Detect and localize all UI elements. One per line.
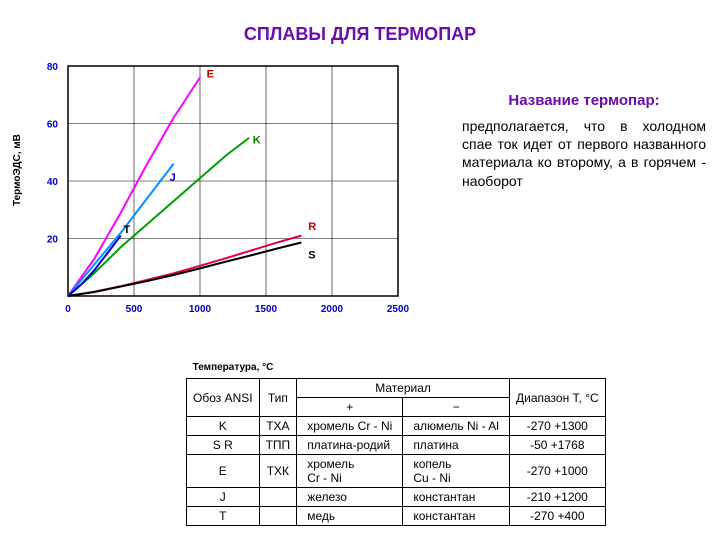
th-range: Диапазон Т, °С <box>509 379 605 417</box>
naming-heading: Название термопар: <box>462 92 706 109</box>
series-label-T: T <box>123 224 130 236</box>
series-K <box>68 138 249 296</box>
th-minus: − <box>403 398 510 417</box>
chart-x-label: Температура, °С <box>18 362 448 373</box>
th-plus: + <box>297 398 403 417</box>
chart-svg: 0 500 1000 1500 2000 2500 20 40 60 80 E K J T R S <box>18 56 448 346</box>
thermo-chart: 0500100015002000250020406080EKJTRS Термо… <box>18 56 448 346</box>
chart-y-label: ТермоЭДС, мВ <box>12 134 23 206</box>
svg-text:1000: 1000 <box>189 304 212 315</box>
page-title: СПЛАВЫ ДЛЯ ТЕРМОПАР <box>0 24 720 45</box>
svg-text:0: 0 <box>65 304 71 315</box>
naming-text: предполагается, что в холодном спае ток … <box>462 117 706 190</box>
svg-text:2500: 2500 <box>387 304 410 315</box>
series-label-J: J <box>170 172 176 184</box>
svg-text:40: 40 <box>47 177 59 188</box>
th-type: Тип <box>259 379 297 417</box>
table-row: Tмедьконстантан-270 +400 <box>187 507 606 526</box>
series-label-K: K <box>253 135 261 147</box>
svg-text:20: 20 <box>47 235 59 246</box>
svg-text:2000: 2000 <box>321 304 344 315</box>
svg-text:500: 500 <box>126 304 143 315</box>
table-row: S RТППплатина-родийплатина-50 +1768 <box>187 436 606 455</box>
series-label-E: E <box>207 69 214 81</box>
th-material: Материал <box>297 379 510 398</box>
svg-text:60: 60 <box>47 120 59 131</box>
svg-text:1500: 1500 <box>255 304 278 315</box>
series-label-R: R <box>308 221 316 233</box>
table-row: EТХКхромельCr - NiкопельCu - Ni-270 +100… <box>187 455 606 488</box>
th-code: Обоз ANSI <box>187 379 260 417</box>
table-row: Jжелезоконстантан-210 +1200 <box>187 488 606 507</box>
table-row: KТХАхромель Cr - Niалюмель Ni - Al-270 +… <box>187 417 606 436</box>
series-J <box>68 164 174 296</box>
thermocouple-table: Обоз ANSIТипМатериалДиапазон Т, °С +−KТХА… <box>186 378 606 526</box>
svg-text:80: 80 <box>47 62 59 73</box>
series-label-S: S <box>308 250 315 262</box>
